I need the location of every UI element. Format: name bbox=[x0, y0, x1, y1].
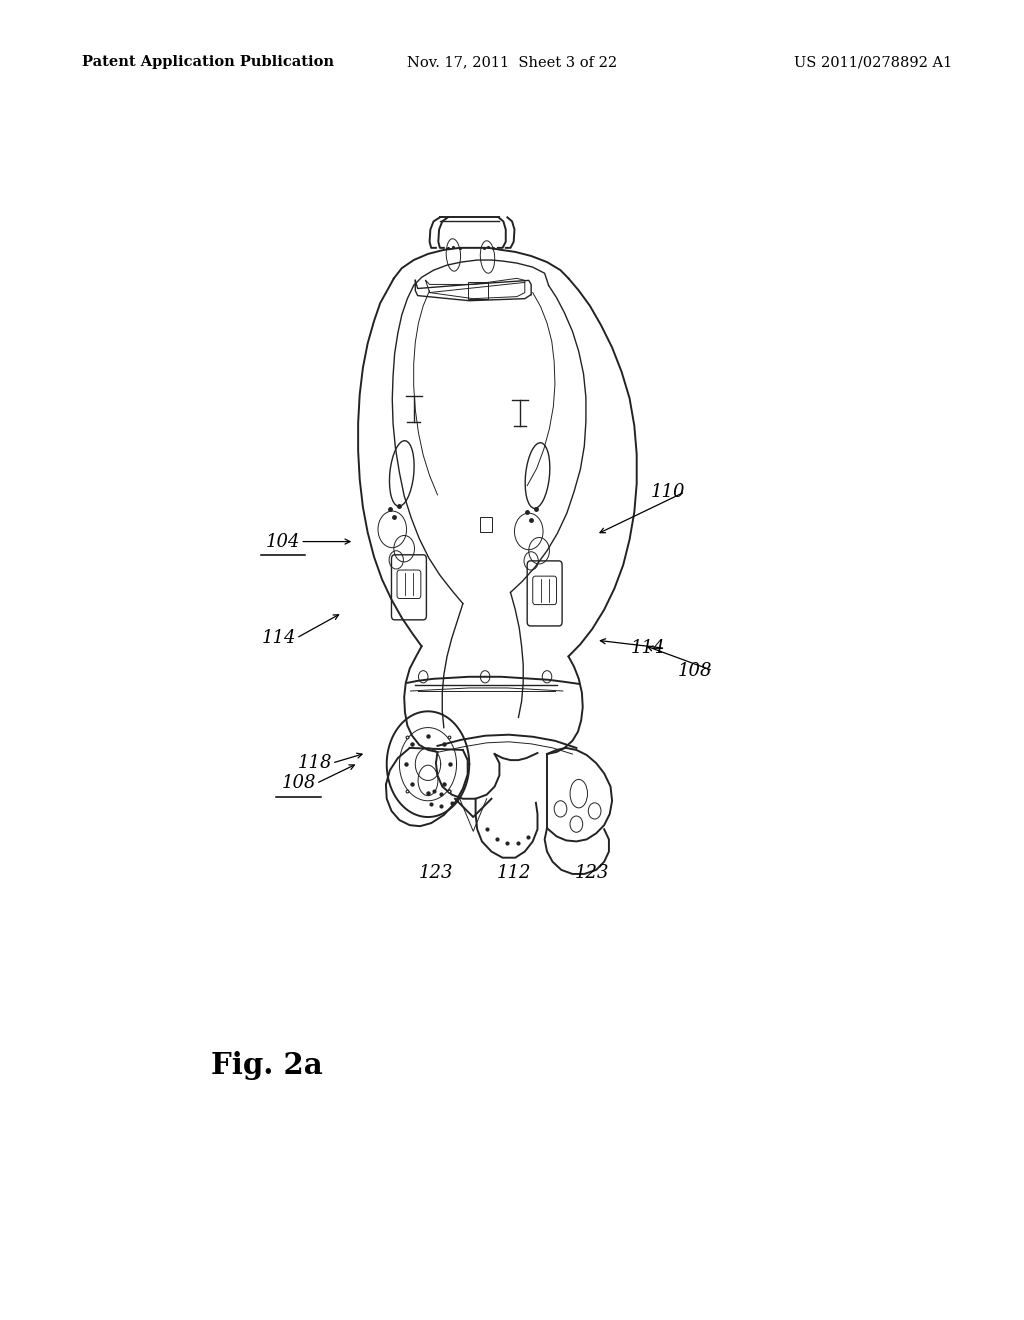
Text: 114: 114 bbox=[631, 639, 665, 657]
Text: 110: 110 bbox=[650, 483, 685, 500]
Text: Fig. 2a: Fig. 2a bbox=[211, 1051, 324, 1080]
Text: US 2011/0278892 A1: US 2011/0278892 A1 bbox=[794, 55, 952, 70]
Text: Nov. 17, 2011  Sheet 3 of 22: Nov. 17, 2011 Sheet 3 of 22 bbox=[407, 55, 617, 70]
Text: 108: 108 bbox=[282, 775, 315, 792]
Text: 118: 118 bbox=[297, 754, 332, 772]
Text: 123: 123 bbox=[575, 863, 609, 882]
Text: Patent Application Publication: Patent Application Publication bbox=[82, 55, 334, 70]
Text: 108: 108 bbox=[678, 661, 713, 680]
Text: 104: 104 bbox=[265, 532, 300, 550]
Text: 112: 112 bbox=[497, 863, 530, 882]
Text: 123: 123 bbox=[419, 863, 454, 882]
Text: 114: 114 bbox=[261, 630, 296, 647]
